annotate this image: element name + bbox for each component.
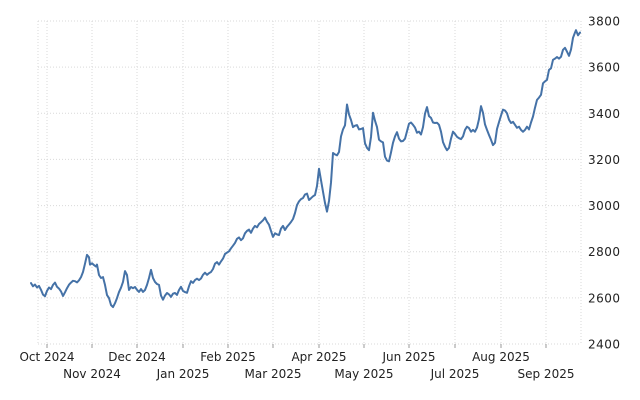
x-tick-label: Sep 2025 [518,367,575,381]
y-tick-label: 2400 [588,338,621,352]
y-tick-label: 3600 [588,61,621,75]
x-tick-label: Jan 2025 [156,367,210,381]
y-tick-label: 2800 [588,245,621,259]
x-tick-label: Jul 2025 [430,367,480,381]
x-tick-label: Mar 2025 [245,367,302,381]
x-gridlines [37,21,582,348]
x-tick-label: Dec 2024 [108,350,166,364]
y-gridlines [38,20,581,345]
x-tick-label: Apr 2025 [291,350,346,364]
y-axis-labels: 2400 2600 2800 3000 3200 3400 3600 3800 [588,15,621,352]
y-tick-label: 2600 [588,291,621,305]
x-tick-label: May 2025 [334,367,393,381]
x-axis-labels: Oct 2024 Nov 2024 Dec 2024 Jan 2025 Feb 2025… [19,350,574,381]
x-tick-label: Feb 2025 [200,350,256,364]
y-tick-label: 3400 [588,107,621,121]
y-tick-label: 3200 [588,153,621,167]
x-tick-label: Jun 2025 [381,350,435,364]
y-tick-label: 3800 [588,15,621,29]
x-tick-label: Oct 2024 [19,350,74,364]
price-line[interactable] [30,29,581,309]
x-tick-label: Nov 2024 [63,367,121,381]
y-tick-label: 3000 [588,199,621,213]
x-tick-label: Aug 2025 [472,350,530,364]
